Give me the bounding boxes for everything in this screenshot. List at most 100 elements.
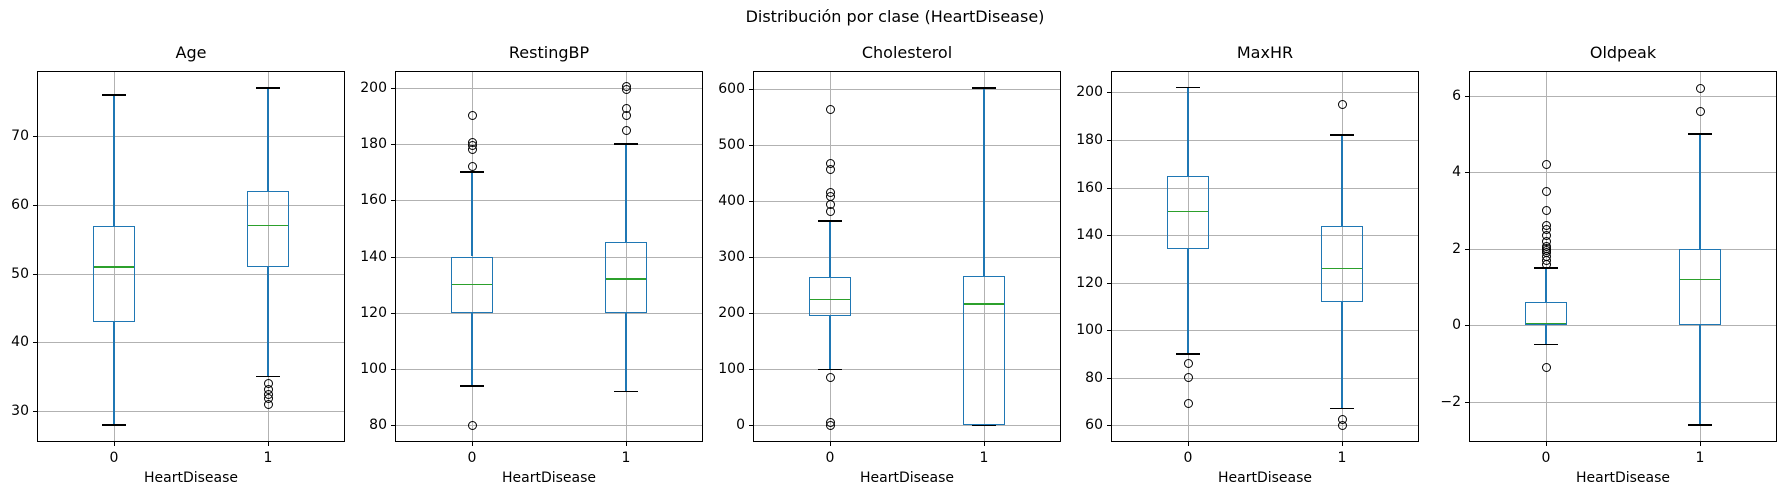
- whisker-lower: [113, 321, 115, 425]
- flier-point: [1183, 399, 1193, 409]
- box: [1321, 225, 1363, 302]
- y-tick-mark: [1465, 172, 1469, 174]
- whisker-cap-upper: [102, 94, 126, 96]
- box: [809, 276, 851, 316]
- y-tick-label: 140: [1076, 227, 1103, 244]
- whisker-cap-upper: [818, 220, 842, 222]
- box: [451, 256, 493, 313]
- x-axis-label: HeartDisease: [1575, 470, 1671, 486]
- whisker-cap-upper: [1176, 86, 1200, 89]
- h-gridline: [1470, 172, 1776, 174]
- y-tick-label: 30: [11, 403, 29, 420]
- h-gridline: [38, 411, 344, 413]
- median-line: [1168, 210, 1208, 213]
- y-tick-mark: [1107, 187, 1111, 189]
- y-tick-mark: [1107, 92, 1111, 94]
- y-tick-mark: [391, 368, 395, 370]
- h-gridline: [754, 313, 1060, 315]
- flier-point: [1541, 221, 1551, 231]
- whisker-upper: [1341, 135, 1343, 226]
- whisker-cap-upper: [1688, 133, 1712, 135]
- x-axis-label: HeartDisease: [859, 470, 955, 486]
- h-gridline: [1470, 95, 1776, 97]
- axes-spines: [37, 71, 345, 442]
- whisker-cap-upper: [614, 143, 638, 145]
- h-gridline: [38, 204, 344, 206]
- h-gridline: [396, 425, 702, 427]
- y-tick-label: 100: [360, 360, 387, 377]
- y-tick-mark: [33, 411, 37, 413]
- y-tick-label: −2: [1440, 393, 1461, 410]
- v-gridline: [626, 72, 627, 441]
- h-gridline: [754, 257, 1060, 259]
- y-tick-mark: [1107, 425, 1111, 427]
- x-axis-label: HeartDisease: [501, 470, 597, 486]
- y-tick-label: 200: [718, 305, 745, 322]
- y-tick-mark: [1465, 248, 1469, 250]
- flier-point: [467, 111, 477, 121]
- median-line: [452, 283, 492, 286]
- h-gridline: [1112, 425, 1418, 427]
- axes-spines: [1469, 71, 1777, 442]
- x-tick-label: 1: [1695, 450, 1705, 466]
- whisker-lower: [1545, 325, 1547, 345]
- y-tick-label: 160: [1076, 179, 1103, 196]
- h-gridline: [1112, 92, 1418, 94]
- whisker-cap-lower: [614, 390, 638, 393]
- whisker-cap-lower: [1534, 343, 1558, 346]
- subplot-title: Cholesterol: [861, 43, 953, 62]
- x-tick-label: 1: [1337, 450, 1347, 466]
- x-tick-mark: [268, 442, 269, 446]
- subplot-title: Age: [175, 43, 207, 62]
- whisker-cap-upper: [1330, 134, 1354, 136]
- subplot-title: MaxHR: [1236, 43, 1294, 62]
- whisker-lower: [1341, 301, 1343, 409]
- whisker-lower: [625, 312, 627, 392]
- median-line: [1526, 322, 1566, 325]
- figure-title: Distribución por clase (HeartDisease): [745, 7, 1045, 26]
- x-tick-mark: [626, 442, 627, 446]
- flier-point: [1541, 186, 1551, 196]
- y-tick-mark: [391, 200, 395, 202]
- y-tick-label: 50: [11, 265, 29, 282]
- subplot-title: RestingBP: [508, 43, 590, 62]
- whisker-cap-upper: [460, 171, 484, 173]
- v-gridline: [1342, 72, 1343, 441]
- y-tick-mark: [749, 257, 753, 259]
- y-tick-mark: [391, 425, 395, 427]
- flier-point: [467, 162, 477, 172]
- h-gridline: [38, 273, 344, 275]
- y-tick-label: 400: [718, 193, 745, 210]
- whisker-cap-upper: [972, 87, 996, 89]
- y-tick-mark: [1107, 282, 1111, 284]
- h-gridline: [1470, 325, 1776, 327]
- x-tick-mark: [1546, 442, 1547, 446]
- median-line: [964, 302, 1004, 305]
- subplot-title: Oldpeak: [1589, 43, 1657, 62]
- h-gridline: [1470, 248, 1776, 250]
- whisker-cap-lower: [460, 385, 484, 387]
- y-tick-label: 80: [369, 417, 387, 434]
- whisker-cap-lower: [1176, 353, 1200, 355]
- x-tick-mark: [472, 442, 473, 446]
- flier-point: [467, 420, 477, 430]
- h-gridline: [396, 87, 702, 89]
- h-gridline: [1112, 330, 1418, 332]
- h-gridline: [396, 200, 702, 202]
- flier-point: [621, 125, 631, 135]
- flier-point: [621, 81, 631, 91]
- flier-point: [1695, 83, 1705, 93]
- h-gridline: [396, 312, 702, 314]
- h-gridline: [1112, 187, 1418, 189]
- whisker-upper: [829, 220, 831, 277]
- y-tick-mark: [391, 87, 395, 89]
- y-tick-label: 300: [718, 249, 745, 266]
- flier-point: [825, 105, 835, 115]
- box: [963, 275, 1005, 426]
- y-tick-label: 6: [1452, 87, 1461, 104]
- h-gridline: [396, 256, 702, 258]
- axes-spines: [395, 71, 703, 442]
- whisker-lower: [829, 315, 831, 370]
- whisker-cap-lower: [1688, 424, 1712, 426]
